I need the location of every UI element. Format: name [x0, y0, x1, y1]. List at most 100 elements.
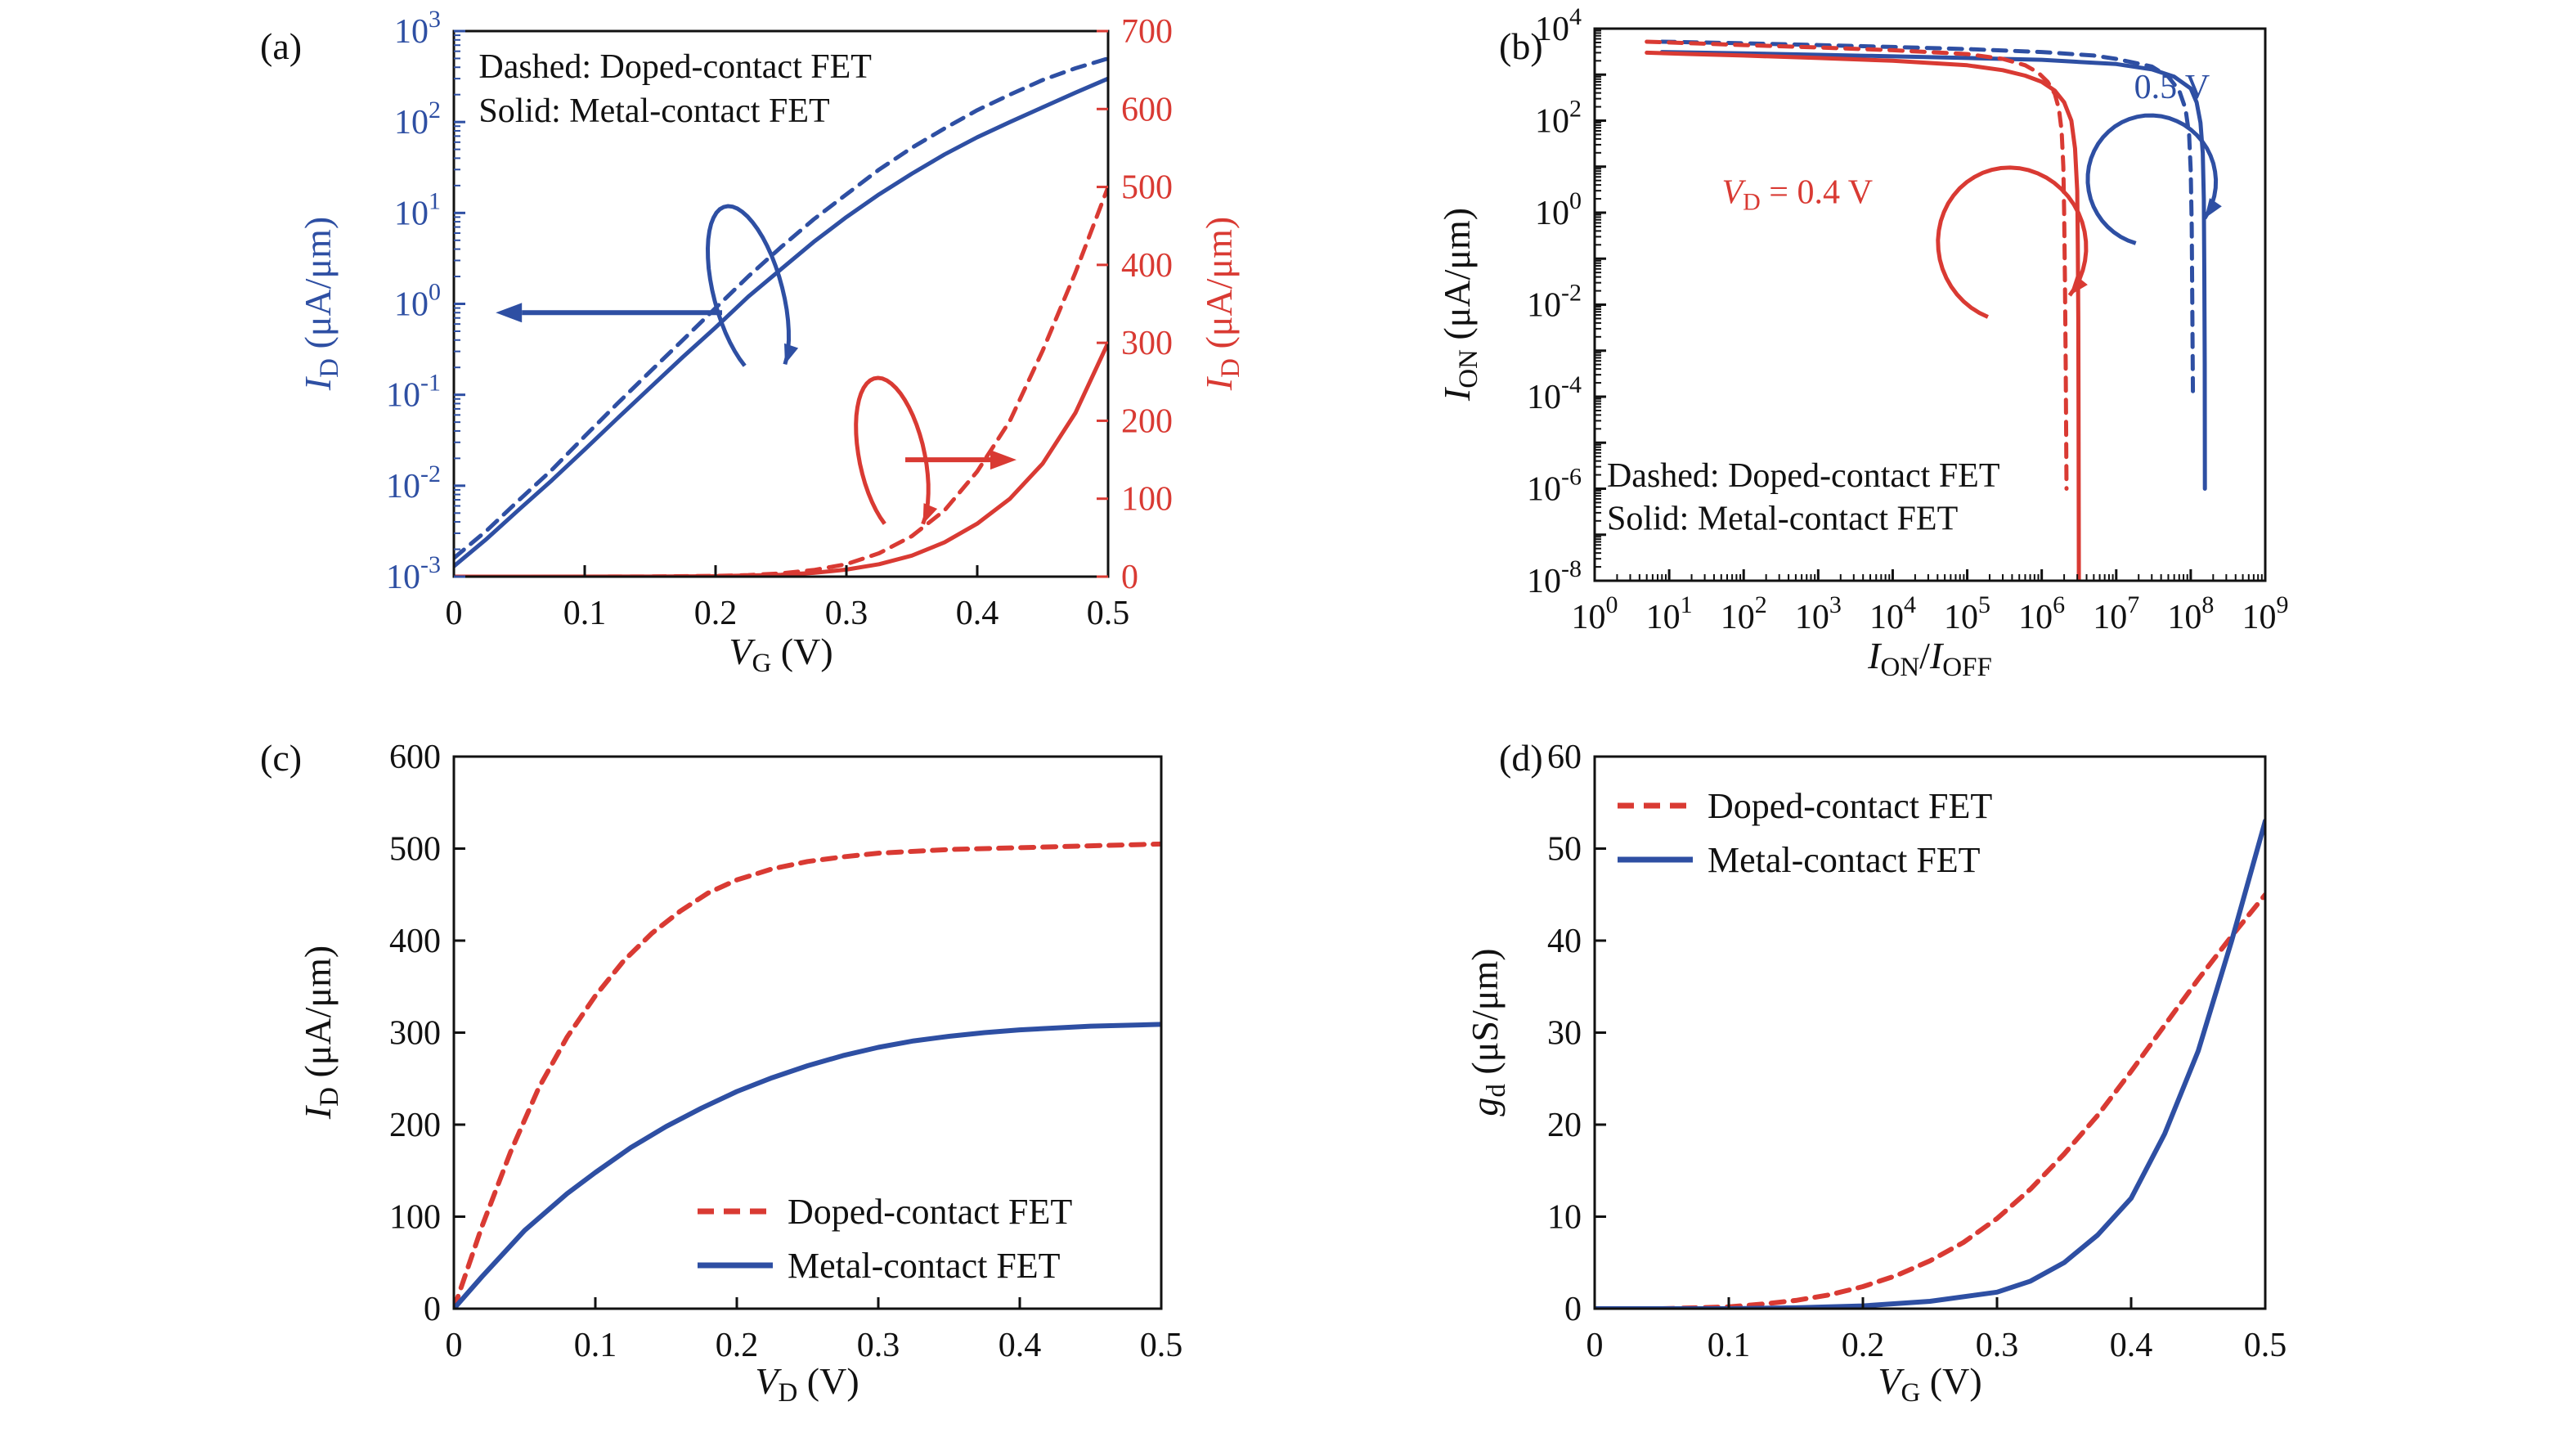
y2-tick-label: 100 [1121, 481, 1173, 519]
y-tick-label: 102 [1535, 96, 1582, 141]
y-tick-label: 100 [394, 279, 441, 324]
series-metal-contact-0p5 [1659, 50, 2207, 491]
legend-label: Metal-contact FET [1708, 840, 1981, 880]
annotation-text: 0.5 V [2134, 69, 2210, 106]
annotation-hook [2085, 113, 2219, 245]
x-axis-title: VD (V) [755, 1360, 859, 1408]
y-axis: 0 10 20 30 40 50 60 [1547, 739, 1606, 1328]
y2-tick-label: 500 [1121, 169, 1173, 207]
panel-a: 0 0.1 0.2 0.3 0.4 0.5 10-3 10-2 10-1 100 101 102 103… [297, 6, 1245, 678]
x-tick-label: 102 [1721, 591, 1767, 636]
annotation-hook [854, 375, 931, 525]
arrowhead [784, 343, 799, 365]
x-axis: 0 0.1 0.2 0.3 0.4 0.5 [1586, 1297, 2287, 1364]
annotation-text: Solid: Metal-contact FET [478, 92, 829, 130]
x-tick-label: 0.4 [2110, 1327, 2153, 1364]
y-tick-label: 10-2 [1527, 280, 1582, 325]
y-tick-label: 30 [1547, 1015, 1582, 1053]
panel-d-chart: 0 0.1 0.2 0.3 0.4 0.5 0 10 20 30 40 50 60 VG (V) gd (μ… [1464, 739, 2287, 1408]
y-tick-label: 10-6 [1527, 464, 1582, 509]
x-tick-label: 0.5 [2244, 1327, 2287, 1364]
x-tick-label: 0.3 [825, 595, 868, 632]
series-metal-contact-gd [1595, 818, 2265, 1309]
legend-label: Doped-contact FET [1708, 786, 1992, 826]
y-tick-label: 0 [424, 1291, 441, 1328]
x-tick-label: 100 [1572, 591, 1618, 636]
legend: Doped-contact FET Metal-contact FET [1618, 786, 1992, 880]
y-tick-label: 10-2 [386, 460, 441, 505]
y-tick-label: 200 [389, 1107, 441, 1144]
series-metal-contact-0p4 [1645, 50, 2081, 581]
y2-axis-title: ID (μA/μm) [1198, 217, 1245, 391]
y2-tick-label: 700 [1121, 13, 1173, 51]
y-tick-label: 10-4 [1527, 371, 1582, 416]
y-axis: 104 102 100 10-2 10-4 10-6 10-8 [1527, 3, 1606, 600]
y-tick-label: 10 [1547, 1199, 1582, 1237]
annotation-text: Solid: Metal-contact FET [1607, 500, 1958, 537]
y-tick-label: 10-3 [386, 551, 441, 596]
series-group [454, 56, 1108, 577]
x-tick-label: 0.4 [999, 1327, 1042, 1364]
panel-d: 0 0.1 0.2 0.3 0.4 0.5 0 10 20 30 40 50 60 VG (V) gd (μ… [1464, 739, 2287, 1408]
x-axis-title: ION/IOFF [1867, 635, 1992, 682]
annotation-hook [705, 204, 792, 367]
series-doped-contact-0p4 [1645, 39, 2069, 491]
annotation-text: VD = 0.4 V [1721, 174, 1873, 216]
x-tick-label: 0.3 [1976, 1327, 2019, 1364]
series-doped-contact-0p5 [1659, 39, 2196, 399]
panel-b: 100 101 102 103 104 105 106 107 108 1091041021001… [1436, 3, 2289, 682]
y-axis-title: ID (μA/μm) [297, 946, 344, 1120]
y-tick-label: 102 [394, 97, 441, 142]
x-axis-title: VG (V) [1878, 1360, 1981, 1408]
series-group [454, 841, 1161, 1309]
y-tick-label: 60 [1547, 739, 1582, 776]
x-tick-label: 0.2 [716, 1327, 759, 1364]
x-tick-label: 0.3 [857, 1327, 900, 1364]
y-tick-label: 400 [389, 923, 441, 960]
y-tick-label: 600 [389, 739, 441, 776]
x-axis: 0 0.1 0.2 0.3 0.4 0.5 [446, 1297, 1183, 1364]
legend: Doped-contact FET Metal-contact FET [698, 1192, 1072, 1286]
legend-label: Doped-contact FET [788, 1192, 1072, 1232]
arrowhead [990, 450, 1016, 470]
panel-c: 0 0.1 0.2 0.3 0.4 0.5 0 100 200 300 400 500 600 VD (V… [297, 739, 1183, 1408]
y2-tick-label: 400 [1121, 247, 1173, 285]
y-axis-title: ION (μA/μm) [1436, 208, 1483, 402]
y-tick-label: 10-8 [1527, 555, 1582, 600]
panel-c-chart: 0 0.1 0.2 0.3 0.4 0.5 0 100 200 300 400 500 600 VD (V… [297, 739, 1183, 1408]
series-metal-contact-log [454, 76, 1108, 568]
x-tick-label: 103 [1795, 591, 1842, 636]
x-tick-label: 105 [1944, 591, 1990, 636]
x-tick-label: 0.5 [1087, 595, 1130, 632]
y2-tick-label: 600 [1121, 91, 1173, 128]
series-metal-contact-output [454, 1022, 1161, 1309]
x-tick-label: 0 [446, 1327, 463, 1364]
annotation-hook [1936, 165, 2089, 319]
arrowhead [2069, 275, 2088, 296]
x-axis-title: VG (V) [729, 631, 832, 678]
panel-a-label: (a) [260, 25, 303, 67]
y-axis: 10-3 10-2 10-1 100 101 102 103 [386, 6, 465, 596]
x-tick-label: 0 [446, 595, 463, 632]
x-tick-label: 0.1 [1708, 1327, 1751, 1364]
y-tick-label: 101 [394, 187, 441, 232]
x-tick-label: 0.1 [563, 595, 607, 632]
y-axis-title: ID (μA/μm) [297, 217, 344, 391]
x-tick-label: 0.5 [1140, 1327, 1183, 1364]
y-tick-label: 40 [1547, 923, 1582, 960]
plot-frame [1593, 27, 2267, 582]
x-tick-label: 0.2 [1842, 1327, 1885, 1364]
y-tick-label: 10-1 [386, 370, 441, 415]
series-doped-contact-output [454, 841, 1161, 1309]
x-tick-label: 0.4 [956, 595, 999, 632]
arrowhead [922, 503, 938, 524]
y-tick-label: 300 [389, 1015, 441, 1053]
panel-a-chart: 0 0.1 0.2 0.3 0.4 0.5 10-3 10-2 10-1 100 101 102 103… [297, 6, 1245, 678]
x-axis: 0 0.1 0.2 0.3 0.4 0.5 [446, 565, 1130, 632]
panel-b-chart: 100 101 102 103 104 105 106 107 108 1091041021001… [1436, 3, 2289, 682]
x-tick-label: 0.1 [574, 1327, 617, 1364]
y2-tick-label: 200 [1121, 402, 1173, 440]
x-axis: 100 101 102 103 104 105 106 107 108 109 [1572, 569, 2289, 636]
y-tick-label: 20 [1547, 1107, 1582, 1144]
